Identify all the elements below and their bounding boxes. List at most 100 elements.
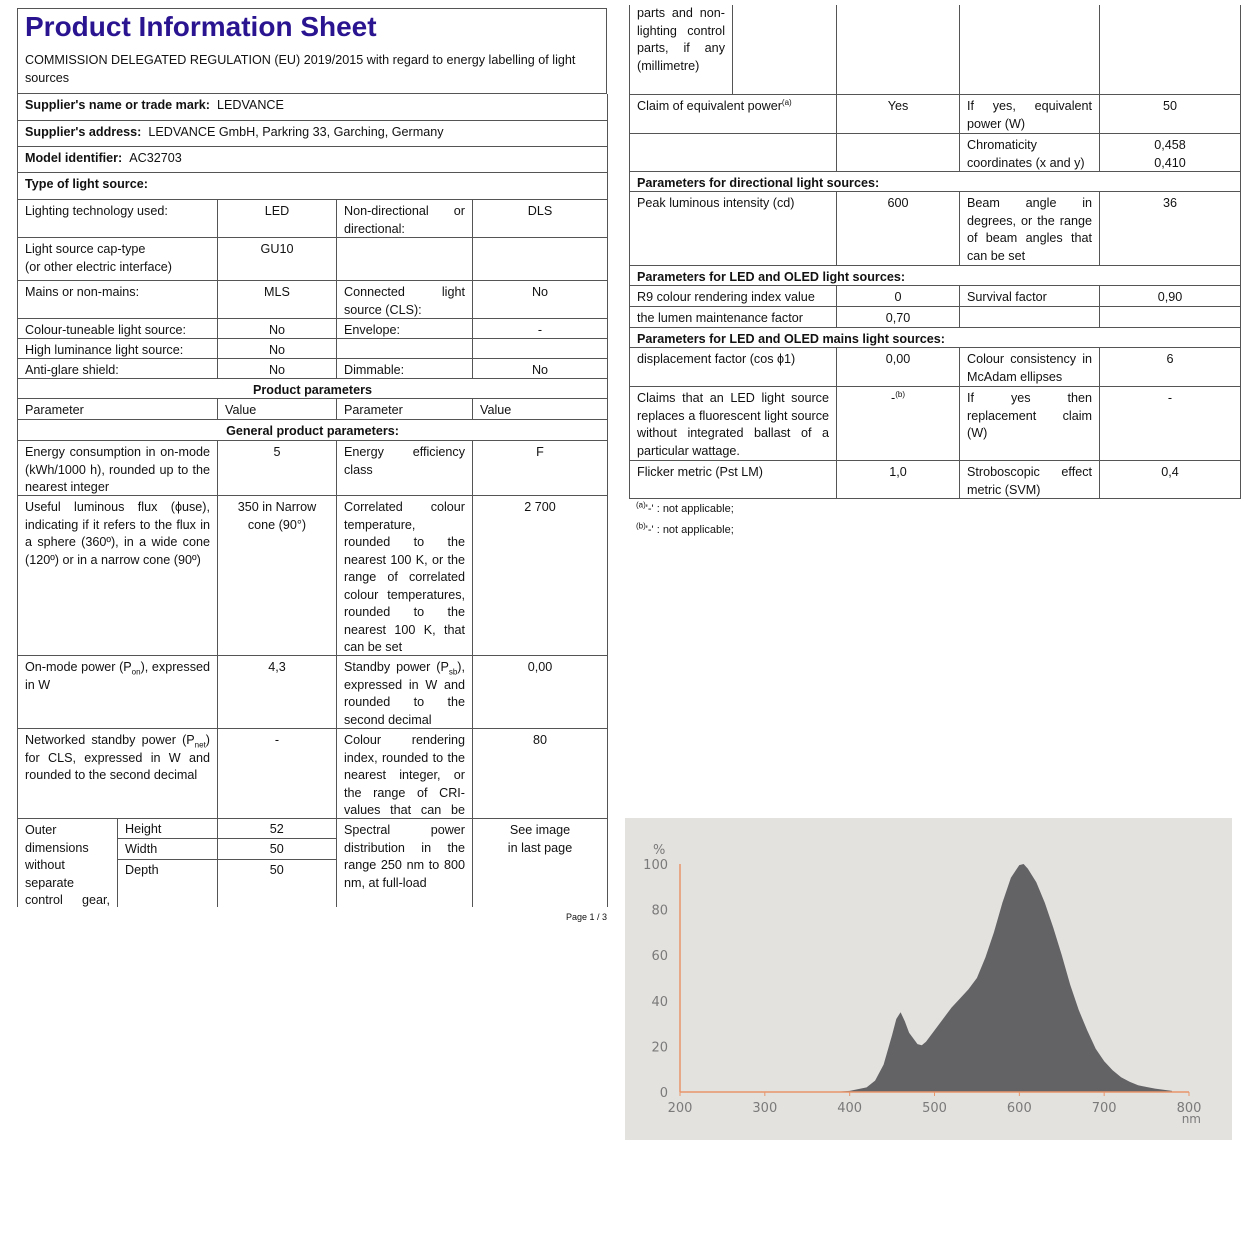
parameter-label xyxy=(337,238,473,280)
section-heading: General product parameters: xyxy=(18,420,608,440)
parameter-label: Dimmable: xyxy=(337,359,473,378)
table-row: Model identifier: AC32703 xyxy=(18,147,608,173)
dimension-value: 52 xyxy=(269,822,284,836)
table-row: Claims that an LED light source replaces… xyxy=(630,387,1241,461)
x-tick-label: 700 xyxy=(1092,1101,1117,1116)
parameter-value: 2 700 xyxy=(473,496,608,655)
parameter-label: Claim of equivalent power(a) xyxy=(630,95,837,133)
table-row: Colour-tuneable light source: No Envelope:… xyxy=(18,319,608,339)
info-value: LEDVANCE GmbH, Parkring 33, Garching, Ge… xyxy=(148,125,444,139)
parameter-value xyxy=(1100,307,1241,327)
parameter-label: Survival factor xyxy=(960,286,1100,306)
parameter-value: 0,4 xyxy=(1100,461,1241,498)
footnote-a: (a)'-' : not applicable; xyxy=(636,500,734,515)
table-row: parts and non-lighting control parts, if… xyxy=(630,5,1241,95)
dimension-value: 50 xyxy=(269,863,284,877)
parameter-value xyxy=(837,134,960,171)
section-heading: Product parameters xyxy=(18,379,608,398)
text-part: ), expressed in W and rounded to the sec… xyxy=(344,660,465,727)
table-row: Peak luminous intensity (cd) 600 Beam angl… xyxy=(630,192,1241,266)
parameter-value: 350 in Narrow cone (90°) xyxy=(218,496,337,655)
sub-text: net xyxy=(194,740,206,750)
info-row: Supplier's address: LEDVANCE GmbH, Parkr… xyxy=(18,121,608,146)
parameter-value: - xyxy=(218,729,337,818)
regulation-text: COMMISSION DELEGATED REGULATION (EU) 201… xyxy=(25,53,576,85)
table-row: Claim of equivalent power(a) Yes If yes, e… xyxy=(630,95,1241,134)
table-row: displacement factor (cos ϕ1) 0,00 Colour c… xyxy=(630,348,1241,387)
parameter-label xyxy=(337,339,473,358)
dimension-name: Height xyxy=(118,819,218,838)
dimension-row: Height 52 xyxy=(118,819,336,839)
text-part: Claim of equivalent power xyxy=(637,99,782,113)
x-tick-label: 500 xyxy=(922,1101,947,1116)
y-tick-label: 40 xyxy=(651,995,668,1010)
text-part: Standby power (P xyxy=(344,660,449,674)
parameter-label: Colour consistency in McAdam ellipses xyxy=(960,348,1100,386)
spectral-chart: 200 300 400 500 600 700 800 0 20 40 60 80 100% nm xyxy=(625,818,1232,1140)
dimension-name: Width xyxy=(118,839,218,859)
parameter-label: Mains or non-mains: xyxy=(18,281,218,318)
info-label: Supplier's address: xyxy=(25,125,142,139)
x-tick-label: 400 xyxy=(837,1101,862,1116)
parameter-value: - xyxy=(473,319,608,338)
x-tick-label: 600 xyxy=(1007,1101,1032,1116)
parameter-label: High luminance light source: xyxy=(18,339,218,358)
parameter-value: Value xyxy=(218,399,337,419)
y-tick-label: 80 xyxy=(651,904,668,919)
parameter-label: On-mode power (Pon), expressed in W xyxy=(18,656,218,728)
parameter-label: Peak luminous intensity (cd) xyxy=(630,192,837,265)
parameter-label: Lighting technology used: xyxy=(18,200,218,237)
parameter-value: 80 xyxy=(473,729,608,818)
table-row: Supplier's address: LEDVANCE GmbH, Parkr… xyxy=(18,121,608,147)
parameter-value: 0,70 xyxy=(837,307,960,327)
parameter-value: DLS xyxy=(473,200,608,237)
section-heading: Parameters for LED and OLED mains light … xyxy=(630,328,1241,347)
parameter-label: Energy consumption in on-mode (kWh/1000 … xyxy=(18,441,218,495)
parameter-label: R9 colour rendering index value xyxy=(630,286,837,306)
table-row: High luminance light source: No xyxy=(18,339,608,359)
parameter-value xyxy=(473,238,608,280)
parameter-value: 0,90 xyxy=(1100,286,1241,306)
parameter-label: Claims that an LED light source replaces… xyxy=(630,387,837,460)
x-tick-label: 200 xyxy=(668,1101,693,1116)
table-row: Flicker metric (Pst LM) 1,0 Stroboscopic e… xyxy=(630,461,1241,499)
spectral-chart-svg: 200 300 400 500 600 700 800 0 20 40 60 80 100% nm xyxy=(643,843,1201,1126)
info-label: Supplier's name or trade mark: xyxy=(25,98,210,112)
section-heading: Type of light source: xyxy=(18,173,608,199)
dimension-value: 50 xyxy=(269,842,284,856)
parameter-value: 6 xyxy=(1100,348,1241,386)
parameter-value: Yes xyxy=(837,95,960,133)
table-row: Useful luminous flux (ϕuse), indicating … xyxy=(18,496,608,656)
parameter-label xyxy=(630,134,837,171)
text-part: - xyxy=(891,391,896,405)
parameter-label: Flicker metric (Pst LM) xyxy=(630,461,837,498)
parameter-label: Parameter xyxy=(337,399,473,419)
empty-cell xyxy=(837,5,960,94)
text-part: Networked standby power (P xyxy=(25,733,195,747)
table-row: Energy consumption in on-mode (kWh/1000 … xyxy=(18,441,608,496)
parameter-label: Connected light source (CLS): xyxy=(337,281,473,318)
parameter-value: See image in last page xyxy=(473,819,608,907)
parameter-label: If yes then replacement claim (W) xyxy=(960,387,1100,460)
right-table: parts and non-lighting control parts, if… xyxy=(629,5,1241,499)
empty-cell xyxy=(960,5,1100,94)
parameter-label: Stroboscopic effect metric (SVM) xyxy=(960,461,1100,498)
parameter-label: the lumen maintenance factor xyxy=(630,307,837,327)
parameter-value: 1,0 xyxy=(837,461,960,498)
dimensions-table: Height 52 Width 50 Depth 50 xyxy=(118,819,337,907)
table-row: Parameters for LED and OLED mains light … xyxy=(630,328,1241,348)
dimensions-label: Outer dimensions without separate contro… xyxy=(18,819,118,907)
parameter-value: 0 xyxy=(837,286,960,306)
sup-text: (a) xyxy=(636,500,646,510)
sub-text: on xyxy=(131,667,141,677)
parameter-value: 0,458 0,410 xyxy=(1100,134,1241,171)
dimension-name: Depth xyxy=(118,860,218,907)
empty-cell xyxy=(1100,5,1241,94)
text-part: ), expressed in W xyxy=(25,660,211,692)
info-label: Model identifier: xyxy=(25,151,123,165)
parameter-value: No xyxy=(218,319,337,338)
info-value: LEDVANCE xyxy=(216,98,284,112)
parameter-label: If yes, equivalent power (W) xyxy=(960,95,1100,133)
page-number: Page 1 / 3 xyxy=(565,912,607,922)
parameter-label: Anti-glare shield: xyxy=(18,359,218,378)
